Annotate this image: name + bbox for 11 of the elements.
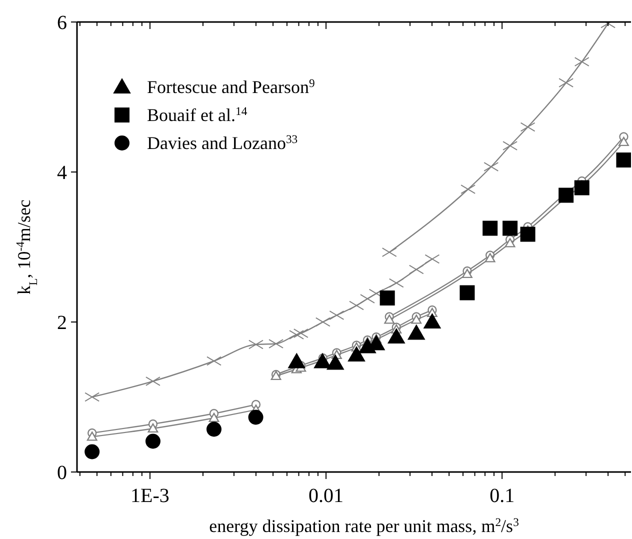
y-tick-label: 6 xyxy=(57,12,67,34)
y-tick-label: 0 xyxy=(57,462,67,484)
x-tick-label: 0.01 xyxy=(308,485,344,507)
legend-label: Fortescue and Pearson$^{9}$ xyxy=(147,76,315,97)
x-axis-title: energy dissipation rate per unit mass, m$^{2}$/s$^{3}$ xyxy=(209,516,520,536)
x-tick-label: 1E-3 xyxy=(130,485,170,507)
y-tick-label: 4 xyxy=(57,162,67,184)
legend-label: Davies and Lozano$^{33}$ xyxy=(147,132,298,153)
x-tick-label: 0.1 xyxy=(490,485,515,507)
y-tick-label: 2 xyxy=(57,312,67,334)
legend-label: Bouaif et al.$^{14}$ xyxy=(147,104,248,125)
